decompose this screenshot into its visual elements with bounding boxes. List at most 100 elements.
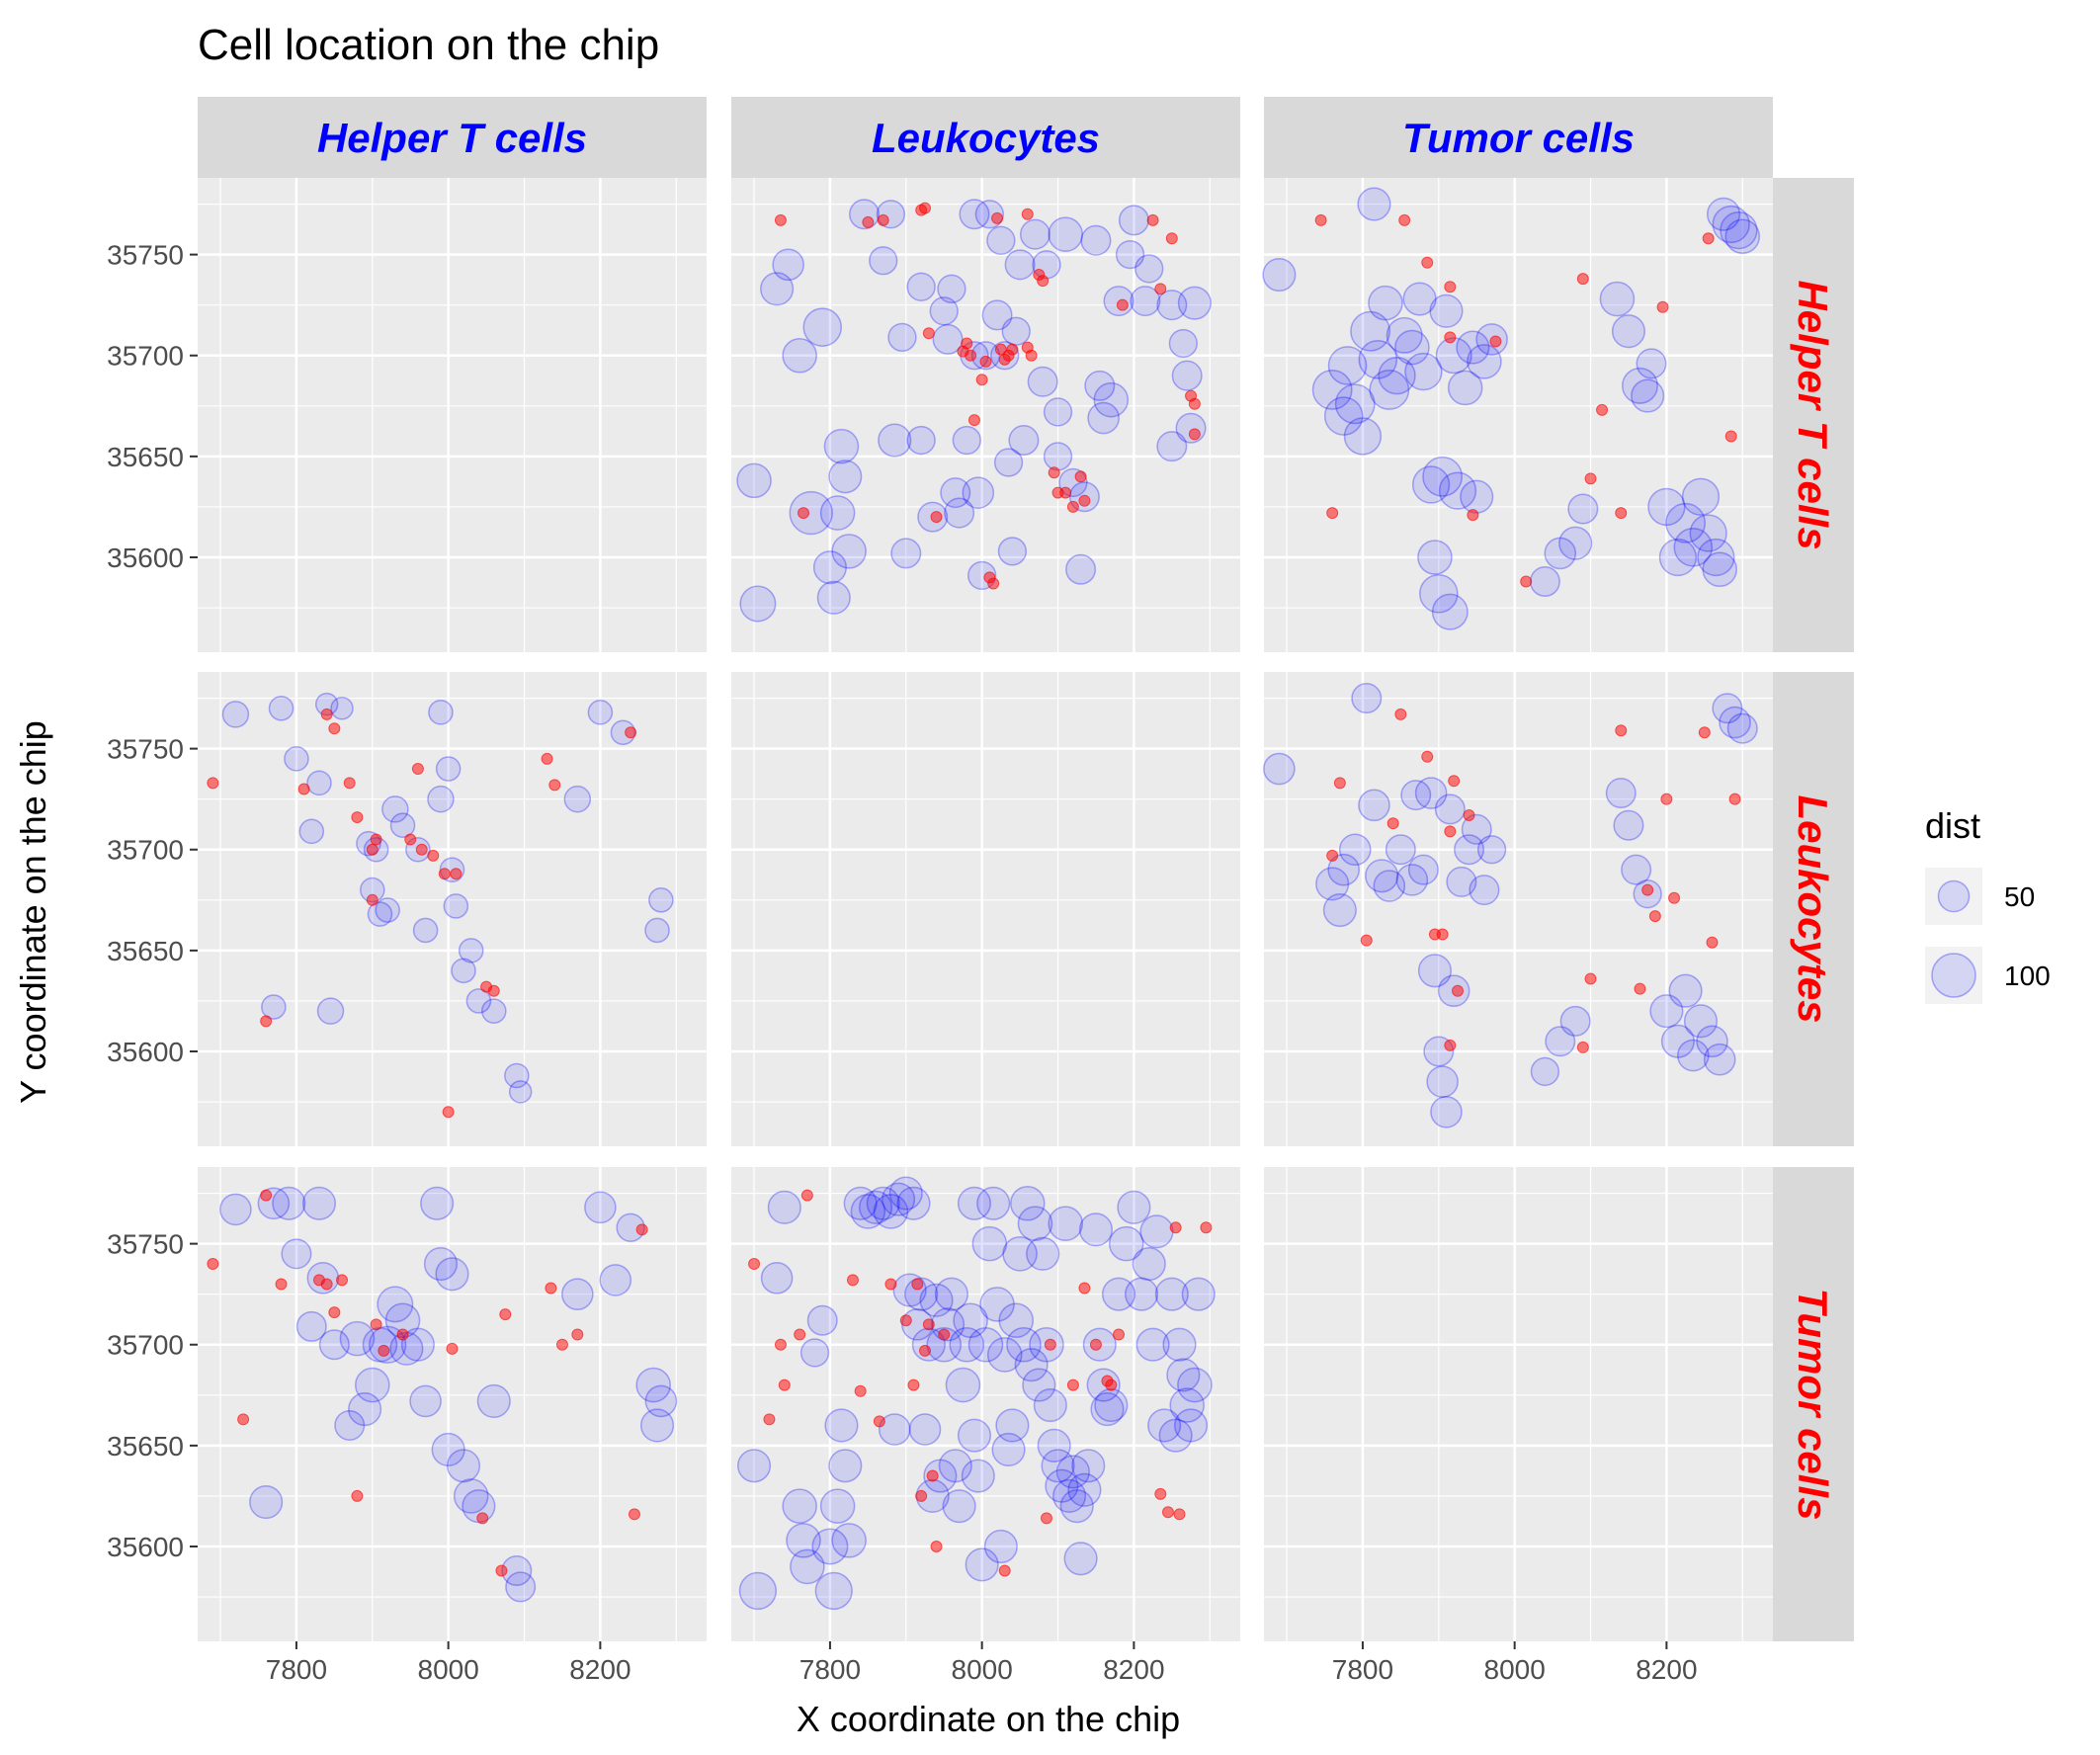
row-strip-label: Helper T cells (1790, 280, 1836, 549)
data-point-blue (819, 495, 856, 531)
data-point-blue (806, 1304, 838, 1336)
data-point-blue (772, 248, 804, 282)
data-point-blue (1400, 780, 1432, 811)
data-point-blue (934, 1277, 968, 1311)
data-point-blue (1008, 425, 1040, 457)
data-point-red (862, 215, 875, 228)
data-point-red (1668, 891, 1681, 904)
data-point-blue (284, 746, 309, 772)
data-point-blue (1132, 1246, 1166, 1282)
data-point-blue (760, 1262, 794, 1295)
data-point-blue (1262, 257, 1297, 292)
data-point-red (1161, 1506, 1174, 1519)
row-strip-label: Tumor cells (1790, 1289, 1836, 1521)
data-point-blue (1712, 205, 1750, 244)
data-point-red (919, 202, 932, 214)
y-tick-label: 35700 (107, 341, 184, 372)
data-point-blue (1658, 538, 1698, 577)
panel-background (731, 672, 1240, 1146)
data-point-blue (272, 1186, 306, 1220)
panel-background (198, 1167, 707, 1641)
data-point-red (1421, 256, 1434, 269)
data-point-blue (890, 538, 922, 569)
data-point-blue (330, 697, 354, 720)
data-point-blue (1006, 1326, 1042, 1363)
data-point-blue (318, 1329, 350, 1361)
data-point-red (877, 213, 889, 226)
data-point-blue (1009, 1185, 1046, 1221)
x-tick-label: 8000 (952, 1654, 1013, 1685)
data-point-blue (1418, 573, 1459, 614)
data-point-red (1444, 331, 1457, 344)
data-point-red (1044, 1338, 1056, 1351)
data-point-blue (1404, 352, 1443, 391)
legend-key-circle (1931, 953, 1976, 998)
data-point-blue (1327, 346, 1368, 385)
row-strip-tumor-cells (1773, 1167, 1854, 1641)
data-point-red (370, 1318, 382, 1331)
data-point-blue (1181, 1277, 1216, 1311)
data-point-blue (268, 695, 294, 721)
axes-layer: 7800 8000 8200 7800 8000 8200 7800 8000 8200 3560… (107, 240, 1697, 1685)
data-point-blue (1022, 1368, 1056, 1402)
data-point-blue (942, 1489, 976, 1524)
y-tick-label: 35700 (107, 835, 184, 866)
chart-title: Cell location on the chip (198, 21, 659, 69)
data-point-blue (831, 1523, 867, 1558)
y-tick-label: 35700 (107, 1330, 184, 1361)
data-point-blue (1681, 477, 1721, 516)
data-point-blue (1605, 778, 1637, 809)
data-point-blue (1422, 456, 1464, 497)
data-point-blue (1094, 1387, 1129, 1423)
data-point-blue (1611, 314, 1646, 349)
data-point-blue (983, 1529, 1018, 1564)
data-point-red (1105, 1379, 1118, 1391)
data-point-blue (1689, 514, 1727, 552)
data-point-blue (1090, 1392, 1125, 1427)
data-point-blue (949, 1326, 985, 1363)
data-point-red (1444, 1039, 1457, 1051)
data-point-blue (790, 1548, 825, 1585)
data-point-blue (786, 1523, 821, 1558)
data-point-blue (644, 1384, 678, 1418)
data-point-blue (301, 1186, 337, 1220)
data-point-blue (1084, 370, 1116, 401)
data-point-red (396, 1328, 409, 1341)
x-tick-label: 8000 (1484, 1654, 1546, 1685)
data-point-red (763, 1413, 776, 1426)
data-point-red (1188, 428, 1201, 441)
data-point-blue (435, 756, 462, 782)
data-point-blue (873, 1194, 909, 1229)
data-point-red (320, 1278, 333, 1291)
data-point-blue (908, 1413, 942, 1446)
data-point-red (1116, 298, 1129, 311)
data-point-blue (1426, 1065, 1459, 1098)
y-tick-label: 35750 (107, 734, 184, 765)
data-point-red (415, 843, 428, 856)
data-point-blue (348, 1392, 382, 1427)
data-point-red (1702, 232, 1715, 245)
x-axis-title: X coordinate on the chip (797, 1699, 1180, 1739)
data-point-red (1066, 1379, 1079, 1391)
data-point-red (1615, 507, 1628, 520)
data-point-blue (1395, 864, 1429, 896)
data-point-red (366, 893, 378, 906)
data-point-blue (1019, 218, 1050, 250)
data-point-blue (1162, 1327, 1197, 1362)
y-tick-label: 35650 (107, 936, 184, 966)
data-point-red (1066, 500, 1079, 513)
data-point-blue (451, 958, 476, 984)
data-point-blue (799, 1338, 830, 1368)
data-point-red (1444, 281, 1457, 293)
y-tick-label: 35650 (107, 1431, 184, 1462)
data-point-blue (971, 1225, 1008, 1262)
data-point-red (1724, 430, 1737, 443)
data-point-red (1037, 275, 1050, 288)
panels-layer: Helper T cells Leukocytes Tumor cells Helpe… (198, 97, 1854, 1641)
data-point-blue (1660, 1024, 1695, 1058)
data-point-blue (1712, 693, 1743, 724)
data-point-red (1154, 1487, 1167, 1500)
data-point-blue (789, 490, 833, 536)
data-point-red (1576, 1041, 1589, 1053)
